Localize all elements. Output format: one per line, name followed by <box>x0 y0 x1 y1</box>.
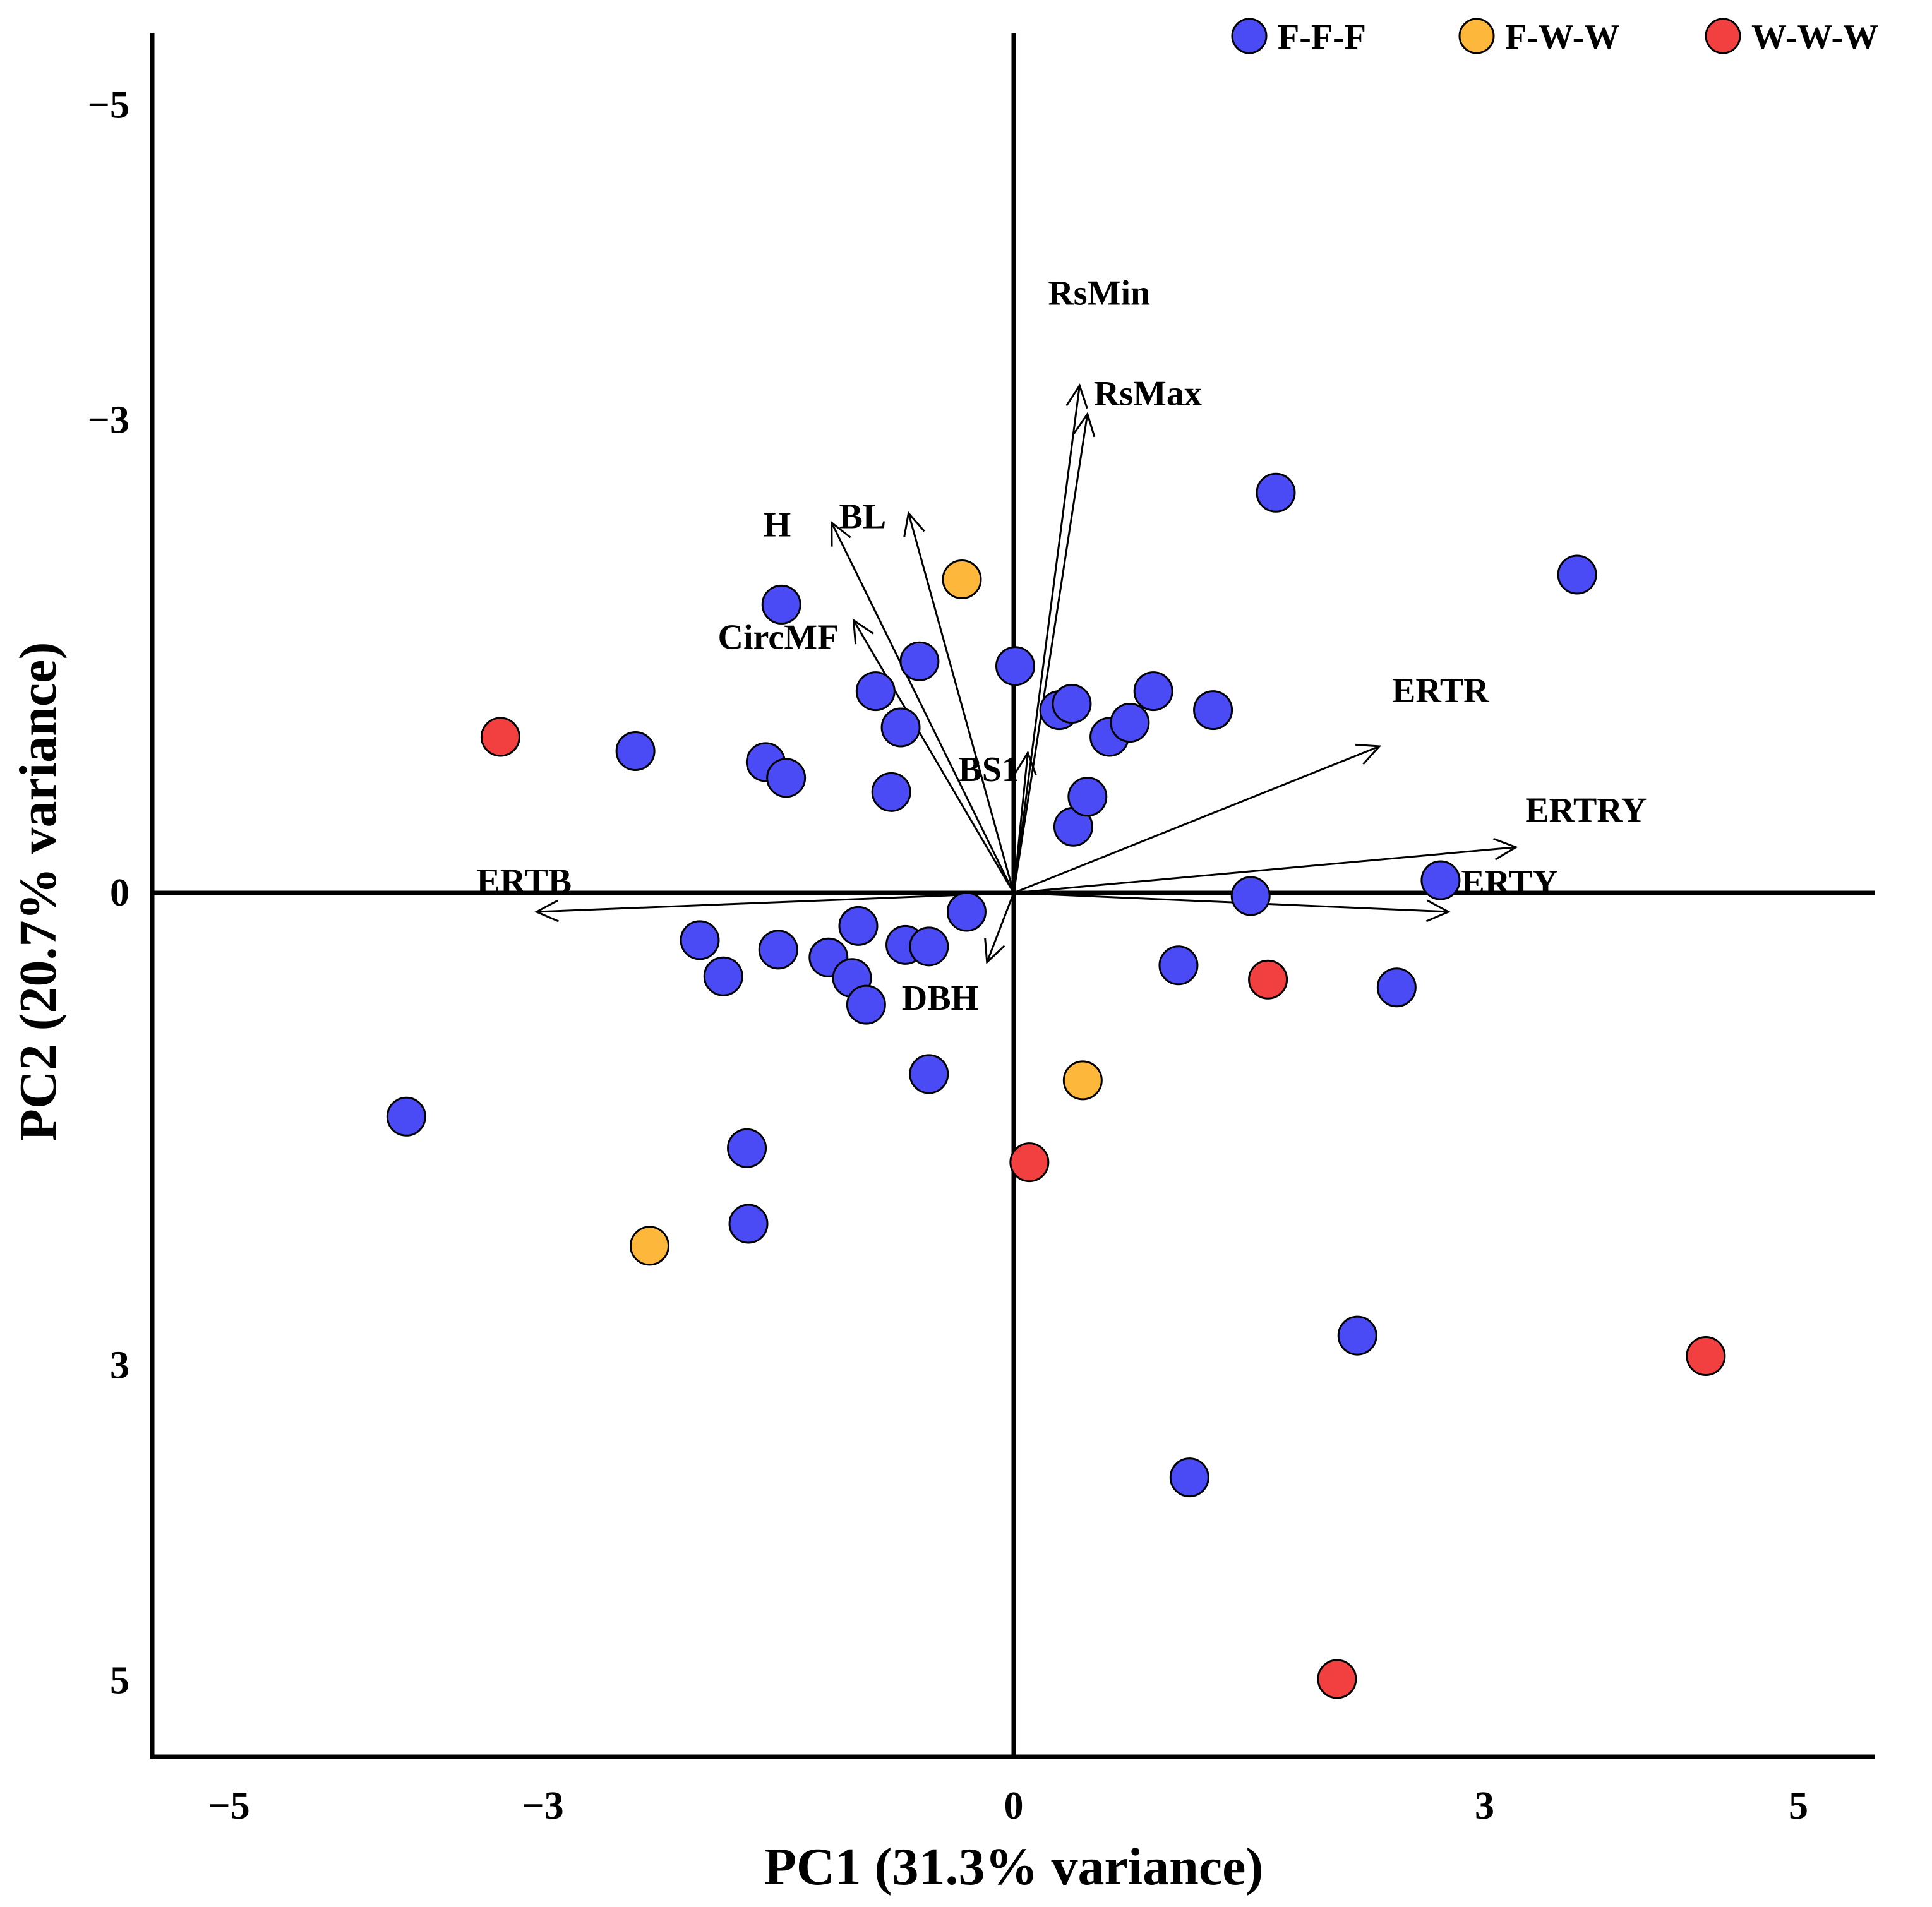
point-f-f-f <box>880 707 921 748</box>
vector-label: ERTY <box>1461 863 1558 902</box>
y-axis-ticks: −5 −3 0 3 5 <box>88 84 129 1702</box>
legend: F-F-F F-W-W W-W-W <box>1231 18 1878 57</box>
point-f-f-f <box>1133 671 1173 712</box>
point-f-f-f <box>1169 1457 1209 1498</box>
point-f-f-f <box>386 1096 426 1137</box>
vector-label: DBH <box>902 979 978 1018</box>
point-f-f-f <box>615 731 656 771</box>
point-f-f-f <box>1158 945 1199 986</box>
legend-marker <box>1458 18 1495 54</box>
point-f-f-f <box>1052 684 1092 724</box>
point-f-f-f <box>909 1054 949 1094</box>
point-f-f-f <box>1256 472 1296 513</box>
point-f-f-f <box>1420 860 1461 900</box>
legend-label: F-F-F <box>1278 18 1366 57</box>
y-tick-label: 0 <box>110 871 129 914</box>
point-f-f-f <box>680 920 720 960</box>
vector-ertry <box>1013 846 1516 894</box>
vector-bl <box>908 513 1015 894</box>
vector-arrowhead <box>534 899 560 923</box>
point-f-f-f <box>846 984 886 1025</box>
point-w-w-w <box>1317 1659 1357 1699</box>
y-tick-label: −3 <box>88 399 129 442</box>
point-f-f-f <box>871 772 911 812</box>
vector-label: BL <box>839 498 887 537</box>
point-f-f-f <box>909 926 949 967</box>
vector-label: ERTR <box>1392 671 1489 710</box>
point-f-f-f <box>728 1204 769 1244</box>
legend-label: W-W-W <box>1751 18 1878 57</box>
legend-marker <box>1231 18 1268 54</box>
vector-arrowhead <box>1073 412 1096 438</box>
y-tick-label: 5 <box>110 1659 129 1702</box>
x-axis-title: PC1 (31.3% variance) <box>764 1838 1264 1896</box>
vector-rsmin <box>1012 385 1081 894</box>
legend-label: F-W-W <box>1505 18 1619 57</box>
point-f-f-f <box>758 930 798 970</box>
point-f-f-f <box>766 758 807 798</box>
x-tick-label: 5 <box>1789 1784 1808 1827</box>
point-f-w-w <box>629 1226 669 1266</box>
x-tick-label: −3 <box>522 1784 563 1827</box>
point-f-f-f <box>899 641 940 681</box>
point-w-w-w <box>480 717 520 757</box>
vector-arrowhead <box>1493 837 1518 861</box>
point-f-f-f <box>1557 554 1597 595</box>
score-points <box>386 472 1726 1699</box>
vector-label: CircMF <box>718 618 839 657</box>
vector-label: H <box>764 506 791 545</box>
point-f-f-f <box>761 584 801 625</box>
point-w-w-w <box>1009 1142 1050 1183</box>
point-w-w-w <box>1248 959 1288 1000</box>
vector-arrowhead <box>1065 383 1088 409</box>
point-f-f-f <box>995 646 1035 686</box>
vector-dbh <box>986 892 1015 963</box>
vector-rsmax <box>1012 414 1089 894</box>
vector-arrowhead <box>1355 743 1382 765</box>
x-tick-label: 0 <box>1004 1784 1024 1827</box>
vector-label: RsMax <box>1094 374 1202 414</box>
point-f-f-f <box>727 1128 767 1168</box>
point-f-f-f <box>946 892 987 932</box>
legend-marker <box>1705 18 1741 54</box>
vector-ertr <box>1013 745 1380 894</box>
x-axis-ticks: −5 −3 0 3 5 <box>208 1784 1808 1827</box>
vector-bs1 <box>1012 752 1029 894</box>
point-f-f-f <box>1376 967 1417 1008</box>
vector-label: ERTRY <box>1525 791 1647 830</box>
vector-arrowhead <box>831 520 851 547</box>
vector-h <box>831 522 1015 894</box>
x-tick-label: −5 <box>208 1784 249 1827</box>
point-f-f-f <box>1110 703 1150 743</box>
point-w-w-w <box>1686 1336 1726 1377</box>
point-f-w-w <box>942 559 982 599</box>
x-tick-label: 3 <box>1475 1784 1494 1827</box>
point-f-f-f <box>1067 777 1108 817</box>
vector-label: ERTB <box>477 862 572 901</box>
y-axis-title: PC2 (20.7% variance) <box>9 642 68 1142</box>
point-f-f-f <box>1193 690 1233 731</box>
point-f-w-w <box>1062 1060 1103 1101</box>
point-f-f-f <box>1337 1315 1377 1356</box>
vector-erty <box>1013 892 1449 913</box>
vector-arrowhead <box>1014 750 1037 776</box>
point-f-f-f <box>703 956 743 996</box>
point-f-f-f <box>1230 876 1271 916</box>
vector-label: RsMin <box>1048 274 1150 313</box>
vector-label: BS1 <box>958 750 1019 789</box>
point-f-f-f <box>855 671 896 712</box>
vector-arrowhead <box>852 618 874 645</box>
loading-vectors: RsMin RsMax H BL CircMF BS1 ERTR ERTRY ERTY ERTB D… <box>477 274 1647 1018</box>
vector-arrowhead <box>903 511 925 537</box>
vector-circmf <box>853 619 1015 894</box>
vector-arrowhead <box>1425 899 1451 923</box>
y-tick-label: −5 <box>88 84 129 127</box>
y-tick-label: 3 <box>110 1344 129 1387</box>
vector-arrowhead <box>984 938 1005 965</box>
vector-ertb <box>536 892 1014 913</box>
point-f-f-f <box>838 906 879 946</box>
